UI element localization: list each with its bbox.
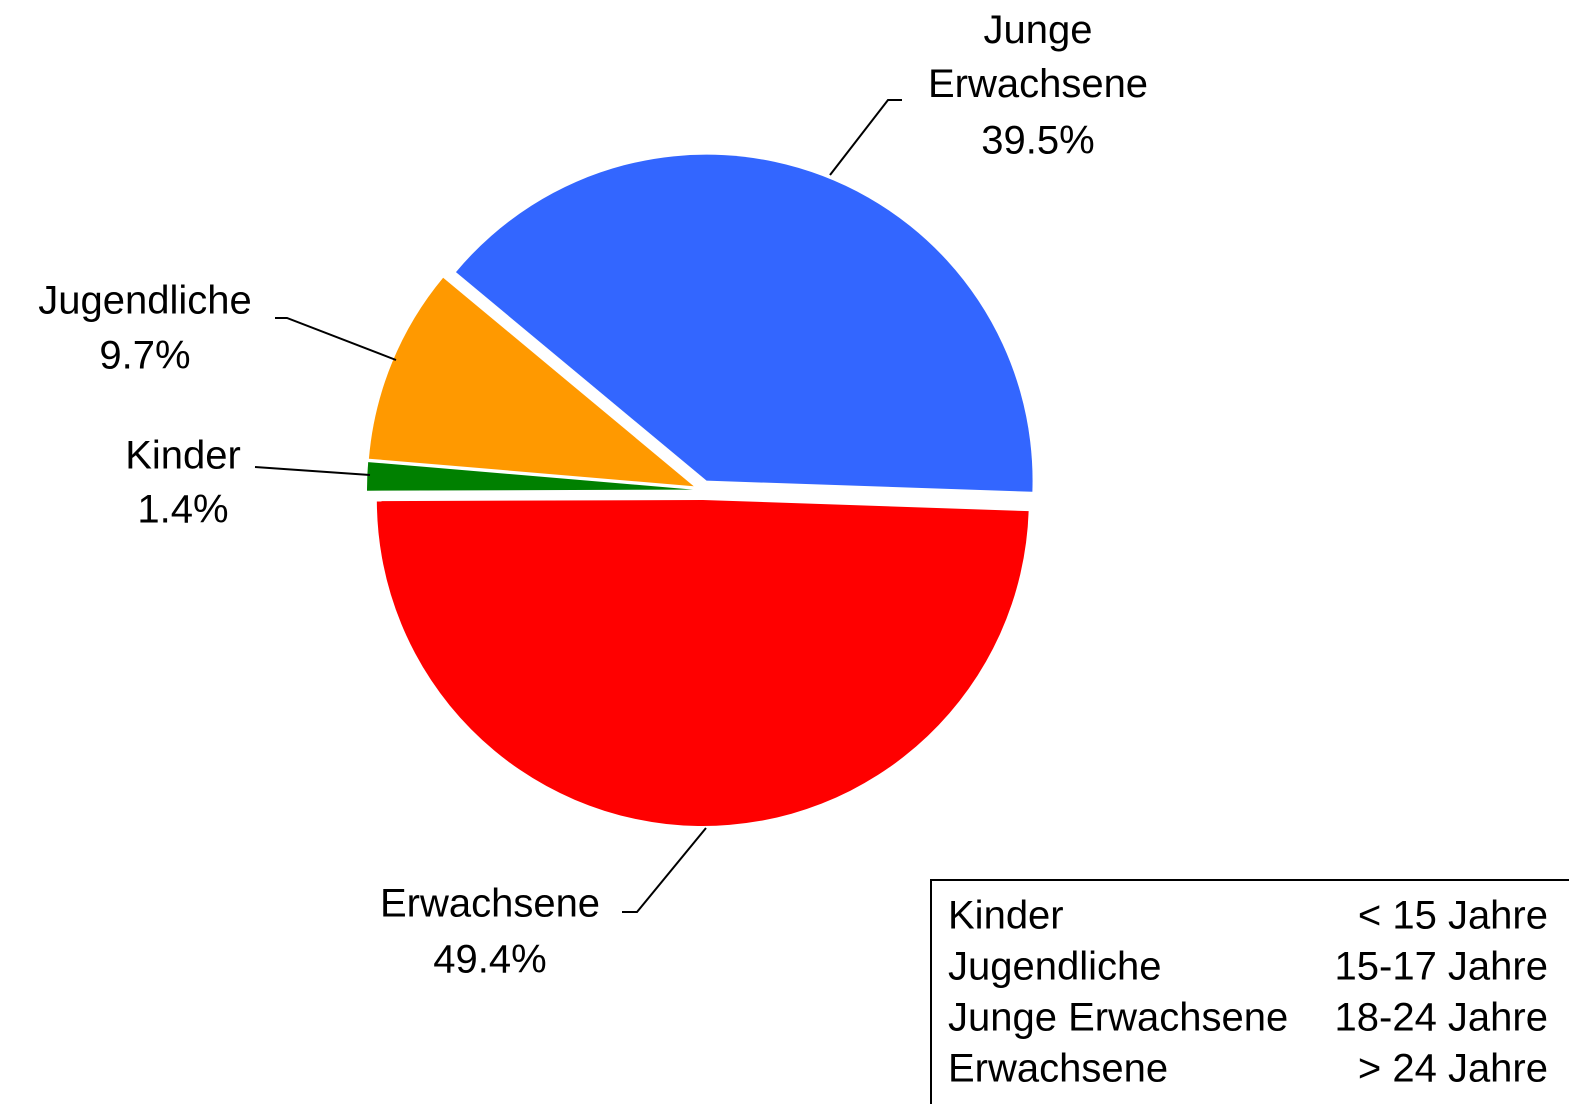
slice-label: Kinder [125, 434, 241, 478]
slice-label: Erwachsene [380, 882, 600, 926]
legend-name: Kinder [948, 894, 1064, 938]
legend-range: 15-17 Jahre [1335, 945, 1548, 989]
pie-slice [368, 277, 694, 487]
pie-slice [455, 154, 1033, 492]
slice-label: Jugendliche [38, 279, 252, 323]
pie-slice [367, 462, 694, 491]
value-label: 39.5% [981, 119, 1094, 163]
slice-label: Junge Erwachsene [928, 8, 1148, 106]
legend-name: Jugendliche [948, 945, 1162, 989]
legend-range: > 24 Jahre [1358, 1047, 1548, 1091]
leader-line [829, 99, 902, 176]
value-label: 1.4% [137, 488, 228, 532]
leader-line [275, 317, 397, 361]
legend-box [930, 879, 1569, 1104]
leader-line [254, 466, 371, 476]
legend-range: < 15 Jahre [1358, 894, 1548, 938]
value-label: 9.7% [99, 334, 190, 378]
legend-range: 18-24 Jahre [1335, 996, 1548, 1040]
leader-line [622, 827, 707, 913]
legend-name: Erwachsene [948, 1047, 1168, 1091]
pie-slice [376, 499, 1029, 826]
value-label: 49.4% [433, 938, 546, 982]
legend-name: Junge Erwachsene [948, 996, 1288, 1040]
